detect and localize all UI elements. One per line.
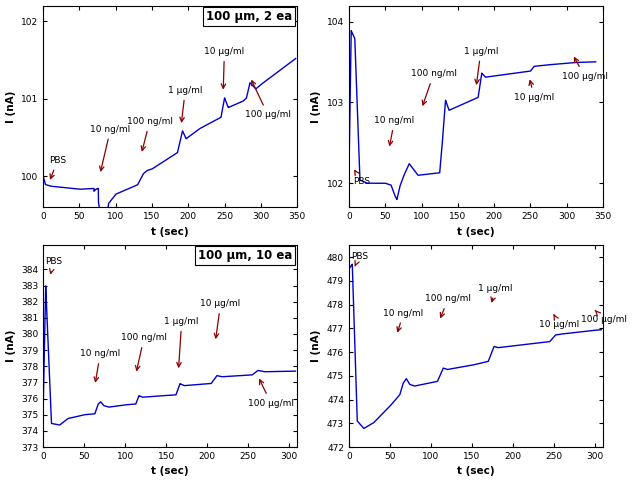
X-axis label: t (sec): t (sec) xyxy=(151,227,189,237)
Y-axis label: I (nA): I (nA) xyxy=(6,330,15,362)
Text: PBS: PBS xyxy=(351,252,368,266)
Text: 100 ng/ml: 100 ng/ml xyxy=(411,69,457,105)
Y-axis label: I (nA): I (nA) xyxy=(311,90,321,123)
Text: 10 ng/ml: 10 ng/ml xyxy=(80,349,121,382)
Text: 100 ng/ml: 100 ng/ml xyxy=(121,333,167,370)
Text: 100 ng/ml: 100 ng/ml xyxy=(126,117,173,150)
Text: 1 μg/ml: 1 μg/ml xyxy=(164,317,199,367)
Text: 10 ng/ml: 10 ng/ml xyxy=(384,308,424,332)
Text: 10 μg/ml: 10 μg/ml xyxy=(514,80,554,102)
X-axis label: t (sec): t (sec) xyxy=(457,467,495,476)
Text: 10 μg/ml: 10 μg/ml xyxy=(204,47,244,88)
Text: 100 μm, 10 ea: 100 μm, 10 ea xyxy=(197,249,292,262)
Text: PBS: PBS xyxy=(49,156,66,179)
Y-axis label: I (nA): I (nA) xyxy=(6,90,15,123)
X-axis label: t (sec): t (sec) xyxy=(151,467,189,476)
Text: 100 μg/ml: 100 μg/ml xyxy=(248,380,294,408)
Text: 1 μg/ml: 1 μg/ml xyxy=(464,47,498,84)
Y-axis label: I (nA): I (nA) xyxy=(311,330,321,362)
Text: 100 μm, 2 ea: 100 μm, 2 ea xyxy=(206,10,292,23)
Text: PBS: PBS xyxy=(352,171,370,186)
Text: PBS: PBS xyxy=(45,257,62,273)
Text: 100 ng/ml: 100 ng/ml xyxy=(425,295,471,317)
Text: 10 ng/ml: 10 ng/ml xyxy=(375,116,415,145)
Text: 1 μg/ml: 1 μg/ml xyxy=(478,284,513,302)
Text: 10 ng/ml: 10 ng/ml xyxy=(90,125,131,171)
X-axis label: t (sec): t (sec) xyxy=(457,227,495,237)
Text: 10 μg/ml: 10 μg/ml xyxy=(201,299,241,338)
Text: 100 μg/ml: 100 μg/ml xyxy=(581,310,627,324)
Text: 1 μg/ml: 1 μg/ml xyxy=(168,86,203,122)
Text: 100 μg/ml: 100 μg/ml xyxy=(561,58,608,81)
Text: 100 μg/ml: 100 μg/ml xyxy=(245,81,291,120)
Text: 10 μg/ml: 10 μg/ml xyxy=(539,315,579,329)
